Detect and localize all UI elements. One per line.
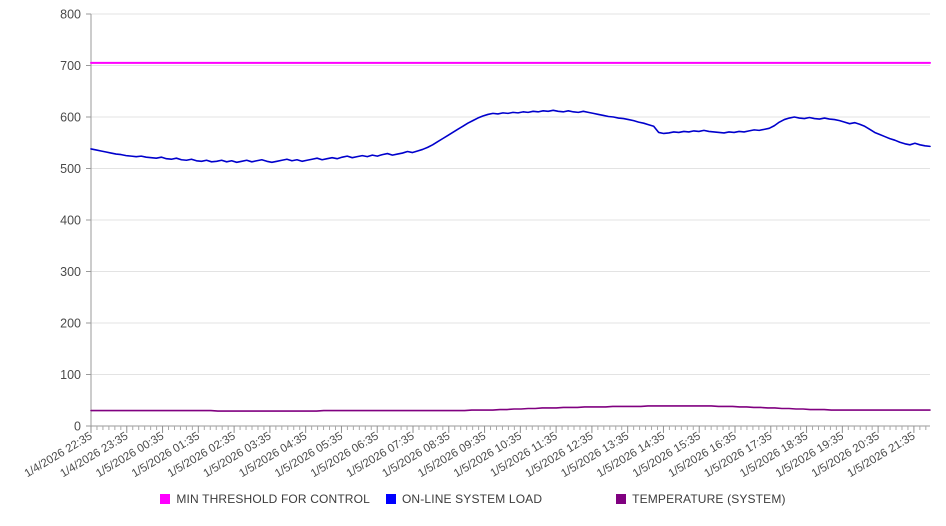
y-axis-tick-label: 600: [60, 111, 81, 125]
legend-label-min-threshold: MIN THRESHOLD FOR CONTROL: [176, 492, 370, 506]
legend-item-temperature[interactable]: TEMPERATURE (SYSTEM): [616, 492, 785, 506]
series-line-1: [90, 109, 931, 164]
y-axis-tick-label: 700: [60, 59, 81, 73]
chart-legend: MIN THRESHOLD FOR CONTROL ON-LINE SYSTEM…: [0, 492, 946, 506]
y-axis-tick-label: 800: [60, 8, 81, 22]
y-axis-tick-label: 300: [60, 265, 81, 279]
legend-item-min-threshold[interactable]: MIN THRESHOLD FOR CONTROL: [160, 492, 370, 506]
legend-item-online-system-load[interactable]: ON-LINE SYSTEM LOAD: [385, 492, 543, 506]
y-axis-tick-label: 0: [74, 420, 81, 434]
y-axis-tick-label: 200: [60, 317, 81, 331]
y-axis-tick-label: 100: [60, 368, 81, 382]
legend-swatch-online-system-load: [385, 494, 396, 504]
y-axis-tick-label: 500: [60, 162, 81, 176]
series-line-2: [90, 405, 931, 412]
legend-swatch-min-threshold: [160, 494, 171, 504]
y-axis-tick-label: 400: [60, 214, 81, 228]
legend-label-temperature: TEMPERATURE (SYSTEM): [632, 492, 786, 506]
legend-label-online-system-load: ON-LINE SYSTEM LOAD: [401, 492, 543, 506]
legend-swatch-temperature: [616, 494, 627, 504]
